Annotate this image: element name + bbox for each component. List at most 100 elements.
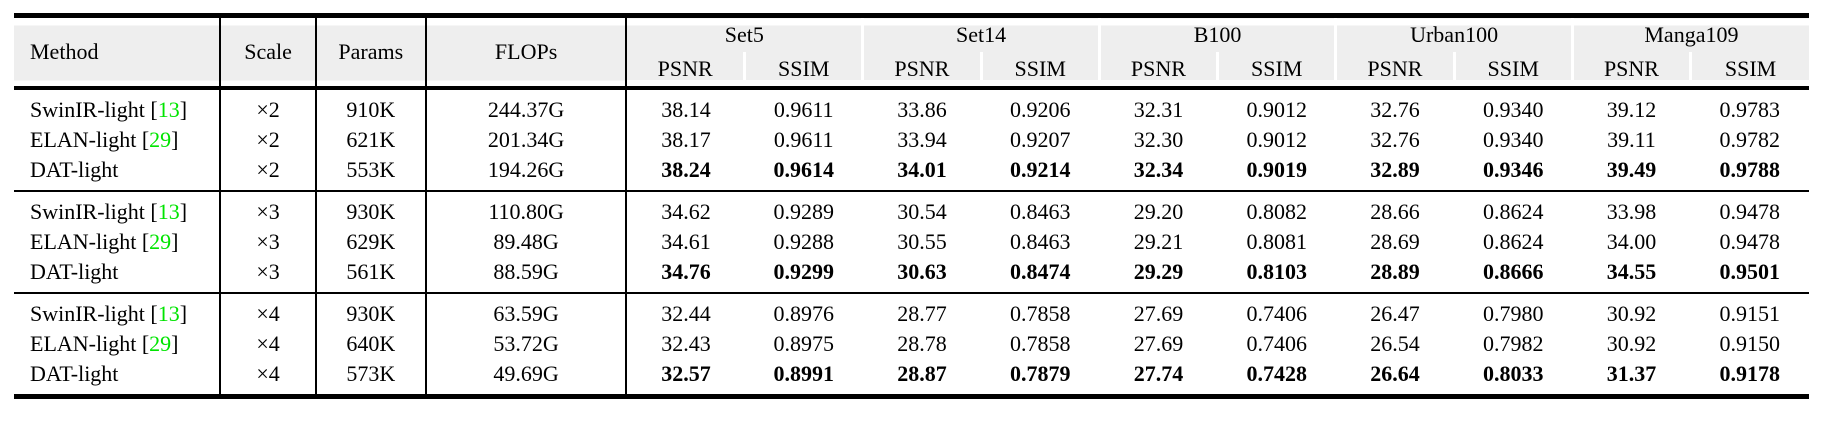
method-cell: SwinIR-light [13] — [14, 88, 222, 125]
method-cell: ELAN-light [29] — [14, 125, 222, 155]
metric-value-cell: 0.9019 — [1246, 157, 1307, 182]
metric-value-cell: 26.64 — [1370, 361, 1420, 386]
metric-value-cell: 0.8103 — [1246, 259, 1307, 284]
metric-value-cell: 30.92 — [1606, 301, 1657, 326]
flops-cell: 63.59G — [425, 293, 628, 329]
scale-group-x3: SwinIR-light [13] ×3 930K 110.80G 34.62 0.928… — [14, 191, 1809, 293]
metric-value-cell: 28.78 — [897, 331, 947, 356]
metric-value-cell: 0.9340 — [1482, 97, 1544, 122]
metric-header-ssim: SSIM — [1216, 52, 1336, 88]
metric-value-cell: 32.30 — [1133, 127, 1184, 152]
metric-value-cell: 0.8463 — [1009, 199, 1071, 224]
metric-value-cell: 0.8081 — [1246, 229, 1307, 254]
metric-value-cell: 33.86 — [897, 97, 947, 122]
metric-header-psnr: PSNR — [1097, 52, 1218, 88]
scale-cell: ×2 — [220, 88, 317, 125]
metric-value-cell: 0.9012 — [1246, 127, 1307, 152]
metric-value-cell: 32.89 — [1370, 157, 1420, 182]
params-cell: 621K — [315, 125, 427, 155]
metric-header-psnr: PSNR — [1334, 52, 1455, 88]
metric-value-cell: 38.24 — [661, 157, 711, 182]
flops-cell: 89.48G — [425, 227, 628, 257]
metric-header-ssim: SSIM — [979, 52, 1100, 88]
metric-value-cell: 0.8975 — [773, 331, 834, 356]
metric-value-cell: 34.55 — [1606, 259, 1657, 284]
metric-value-cell: 0.9611 — [773, 97, 834, 122]
metric-value-cell: 0.9288 — [773, 229, 834, 254]
metric-value-cell: 33.98 — [1606, 199, 1657, 224]
params-cell: 930K — [315, 191, 427, 227]
method-cell: ELAN-light [29] — [14, 329, 222, 359]
metric-value-cell: 0.9501 — [1719, 259, 1781, 284]
metric-value-cell: 0.9340 — [1482, 127, 1544, 152]
metric-value-cell: 0.9206 — [1009, 97, 1071, 122]
metric-value-cell: 34.00 — [1606, 229, 1657, 254]
method-cell: ELAN-light [29] — [14, 227, 222, 257]
flops-cell: 88.59G — [425, 257, 628, 293]
metric-header-psnr: PSNR — [1570, 52, 1691, 88]
metric-value-cell: 29.20 — [1133, 199, 1184, 224]
metric-value-cell: 0.9783 — [1719, 97, 1781, 122]
table-row: SwinIR-light [13] ×2 910K 244.37G 38.14 0.961… — [14, 88, 1809, 125]
metric-value-cell: 0.9611 — [773, 127, 834, 152]
dataset-header-set5: Set5 — [626, 15, 863, 52]
metric-value-cell: 29.21 — [1133, 229, 1184, 254]
metric-value-cell: 27.69 — [1133, 331, 1184, 356]
scale-group-x4: SwinIR-light [13] ×4 930K 63.59G 32.44 0.8976… — [14, 293, 1809, 397]
metric-value-cell: 0.8474 — [1009, 259, 1071, 284]
metric-value-cell: 34.61 — [661, 229, 711, 254]
metric-value-cell: 0.9207 — [1009, 127, 1071, 152]
metric-value-cell: 31.37 — [1606, 361, 1657, 386]
metric-header-ssim: SSIM — [1452, 52, 1573, 88]
metric-value-cell: 0.7879 — [1009, 361, 1071, 386]
metric-value-cell: 0.8624 — [1482, 229, 1544, 254]
metric-value-cell: 27.74 — [1133, 361, 1184, 386]
method-cell: SwinIR-light [13] — [14, 293, 222, 329]
metric-value-cell: 0.8666 — [1482, 259, 1544, 284]
metric-value-cell: 30.92 — [1606, 331, 1657, 356]
metric-value-cell: 30.55 — [897, 229, 947, 254]
metric-value-cell: 32.31 — [1133, 97, 1184, 122]
metric-value-cell: 28.69 — [1370, 229, 1420, 254]
scale-cell: ×2 — [220, 125, 317, 155]
citation-ref: 13 — [157, 97, 180, 122]
metric-value-cell: 39.11 — [1607, 127, 1656, 152]
table-row: SwinIR-light [13] ×4 930K 63.59G 32.44 0.8976… — [14, 293, 1809, 329]
metric-value-cell: 0.7406 — [1246, 301, 1307, 326]
dataset-header-urban100: Urban100 — [1334, 15, 1573, 52]
metric-value-cell: 0.9478 — [1719, 199, 1781, 224]
table-row: DAT-light ×3 561K 88.59G 34.76 0.9299 30.63 0.8… — [14, 257, 1809, 293]
metric-value-cell: 39.12 — [1606, 97, 1657, 122]
params-cell: 629K — [315, 227, 427, 257]
params-cell: 573K — [315, 359, 427, 397]
metric-value-cell: 0.9214 — [1009, 157, 1071, 182]
citation-ref: 29 — [149, 127, 172, 152]
metric-value-cell: 0.7858 — [1009, 331, 1071, 356]
scale-cell: ×4 — [220, 329, 317, 359]
header-row-datasets: Method Scale Params FLOPs Set5 Set14 B10… — [14, 15, 1809, 88]
results-table: Method Scale Params FLOPs Set5 Set14 B10… — [14, 13, 1809, 399]
flops-cell: 110.80G — [425, 191, 628, 227]
metric-value-cell: 32.76 — [1370, 127, 1420, 152]
metric-value-cell: 0.9299 — [773, 259, 834, 284]
header-row-metrics: PSNR SSIM PSNR SSIM PSNR SSIM PSNR SSIM … — [14, 52, 1809, 88]
metric-value-cell: 38.17 — [661, 127, 711, 152]
metric-value-cell: 0.7406 — [1246, 331, 1307, 356]
metric-value-cell: 0.8033 — [1482, 361, 1544, 386]
flops-cell: 53.72G — [425, 329, 628, 359]
table-row: SwinIR-light [13] ×3 930K 110.80G 34.62 0.928… — [14, 191, 1809, 227]
scale-cell: ×3 — [220, 227, 317, 257]
table-row: ELAN-light [29] ×2 621K 201.34G 38.17 0.9611 3… — [14, 125, 1809, 155]
metric-value-cell: 32.57 — [661, 361, 711, 386]
metric-value-cell: 0.9346 — [1482, 157, 1544, 182]
method-cell: SwinIR-light [13] — [14, 191, 222, 227]
metric-value-cell: 0.7858 — [1009, 301, 1071, 326]
metric-value-cell: 32.76 — [1370, 97, 1420, 122]
paper-page: Method Scale Params FLOPs Set5 Set14 B10… — [14, 13, 1809, 399]
metric-value-cell: 39.49 — [1606, 157, 1657, 182]
citation-ref: 29 — [149, 331, 172, 356]
metric-value-cell: 0.9788 — [1719, 157, 1781, 182]
metric-value-cell: 34.62 — [661, 199, 711, 224]
metric-value-cell: 34.76 — [661, 259, 711, 284]
table-row: DAT-light ×2 553K 194.26G 38.24 0.9614 34.01 0.… — [14, 155, 1809, 191]
